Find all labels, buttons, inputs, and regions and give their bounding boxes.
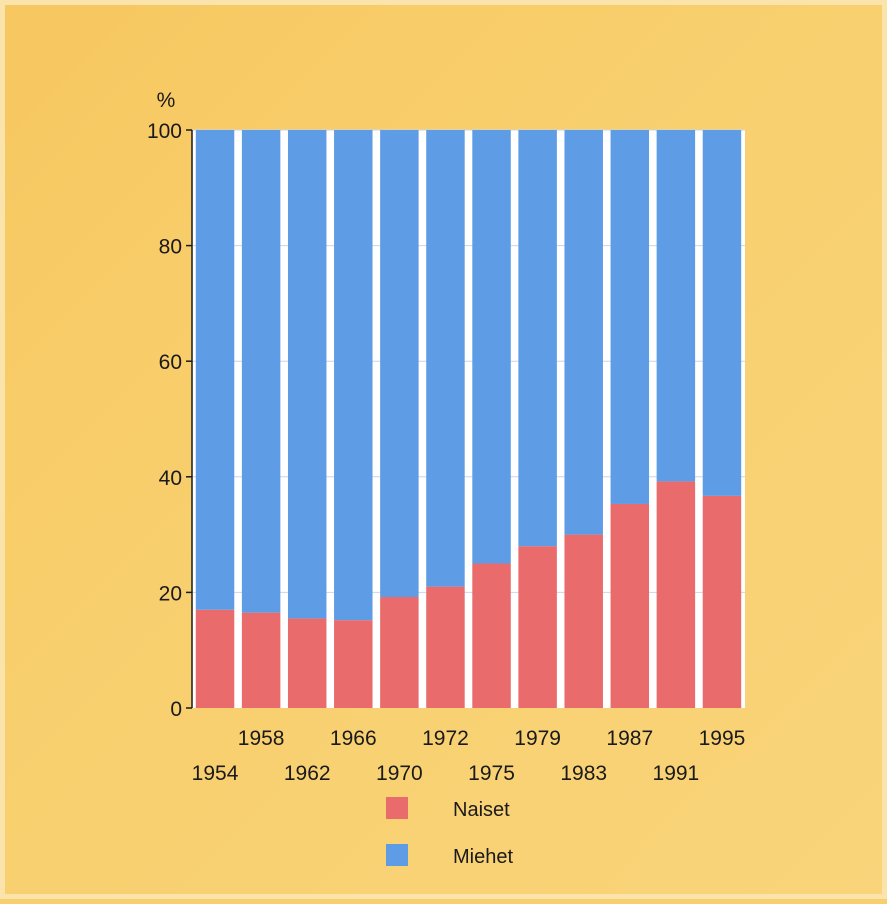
x-tick-label: 1970 — [376, 762, 423, 785]
bar-miehet — [610, 130, 650, 504]
y-tick-label: 100 — [147, 120, 182, 143]
bar-naiset — [564, 534, 603, 708]
bar-naiset — [195, 609, 235, 708]
x-tick-label: 1987 — [606, 727, 653, 750]
y-tick-label: 0 — [170, 698, 182, 721]
bar-miehet — [195, 130, 235, 610]
y-tick-label: 60 — [159, 351, 182, 374]
x-tick-label: 1954 — [192, 762, 239, 785]
x-tick-label: 1975 — [468, 762, 515, 785]
x-tick-label: 1962 — [284, 762, 331, 785]
bar-miehet — [380, 130, 419, 598]
bar-naiset — [702, 495, 742, 708]
y-tick-label: 20 — [159, 582, 182, 605]
y-axis-unit-label: % — [157, 89, 176, 112]
x-tick-label: 1972 — [422, 727, 469, 750]
bar-naiset — [656, 481, 696, 708]
plot-area — [192, 130, 745, 708]
bar-miehet — [702, 130, 742, 496]
legend-label: Miehet — [453, 846, 513, 868]
bar-miehet — [472, 130, 511, 564]
bar-naiset — [426, 586, 465, 708]
bar-miehet — [426, 130, 465, 587]
x-tick-label: 1966 — [330, 727, 377, 750]
legend-swatch — [386, 844, 408, 866]
bar-miehet — [334, 130, 373, 621]
y-tick-label: 80 — [159, 236, 182, 259]
bar-miehet — [564, 130, 603, 535]
x-tick-label: 1991 — [653, 762, 700, 785]
bar-miehet — [287, 130, 327, 619]
bar-naiset — [241, 612, 281, 708]
bar-miehet — [518, 130, 557, 547]
bar-naiset — [287, 618, 327, 708]
bar-naiset — [380, 597, 419, 708]
bar-naiset — [518, 546, 557, 708]
x-tick-label: 1995 — [699, 727, 746, 750]
x-tick-label: 1958 — [238, 727, 285, 750]
legend-label: Naiset — [453, 799, 510, 821]
y-tick-label: 40 — [159, 467, 182, 490]
x-tick-label: 1979 — [514, 727, 561, 750]
bar-miehet — [656, 130, 696, 482]
x-tick-label: 1983 — [560, 762, 607, 785]
bar-miehet — [241, 130, 281, 613]
bar-naiset — [334, 620, 373, 708]
legend-swatch — [386, 797, 408, 819]
bar-naiset — [610, 503, 650, 708]
bar-naiset — [472, 563, 511, 708]
